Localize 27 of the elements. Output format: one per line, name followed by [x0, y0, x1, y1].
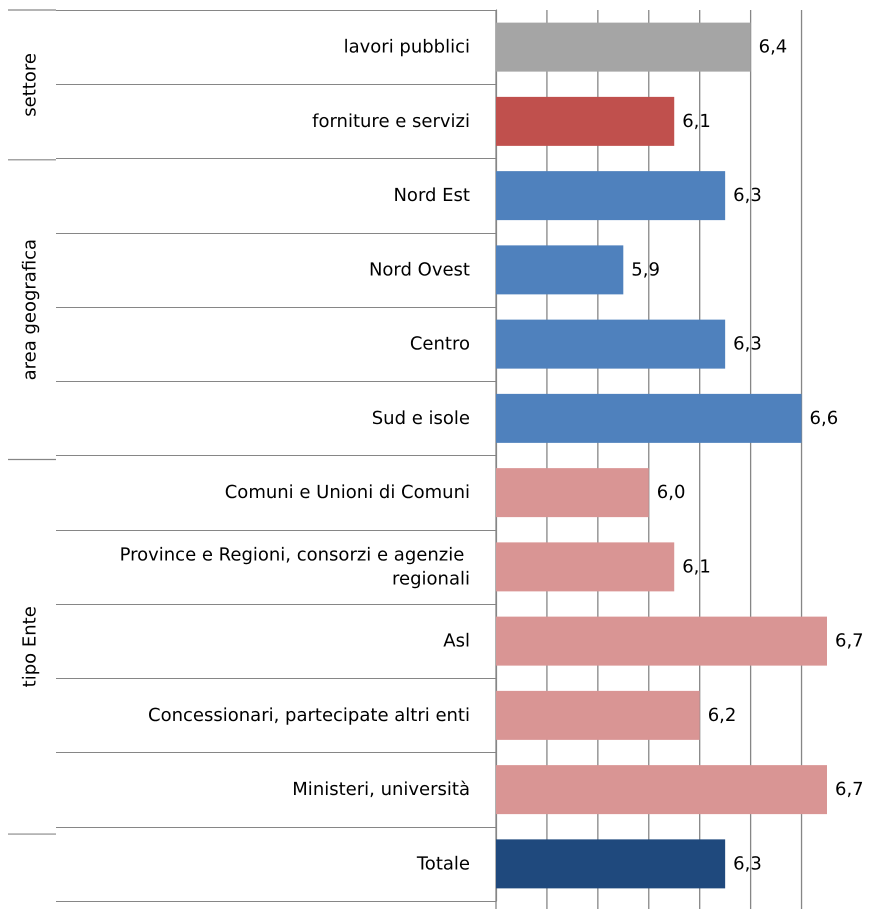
- data-label: 5,9: [631, 259, 660, 280]
- y-tick-label: Centro: [410, 334, 470, 355]
- y-tick-label: Ministeri, università: [292, 779, 470, 800]
- y-tick-label: lavori pubblici: [344, 36, 470, 58]
- data-label: 6,7: [835, 779, 864, 800]
- data-label: 6,7: [835, 630, 864, 652]
- data-label: 6,1: [682, 110, 711, 132]
- y-tick-label: Asl: [443, 630, 470, 652]
- data-label: 6,3: [733, 853, 762, 874]
- y-tick-label: Concessionari, partecipate altri enti: [148, 704, 470, 726]
- text: tipo Ente: [20, 606, 40, 688]
- y-tick-label: forniture e servizi: [312, 110, 470, 132]
- data-label: 6,4: [758, 36, 788, 58]
- data-label: 6,0: [656, 482, 686, 504]
- y-tick-label: Nord Ovest: [368, 259, 470, 280]
- y-tick-label: Nord Est: [393, 185, 470, 206]
- y-tick-label: Province e Regioni, consorzi e agenzie regionali: [120, 544, 470, 590]
- data-label: 6,3: [733, 185, 762, 206]
- data-label: 6,6: [810, 408, 838, 429]
- text: settore: [20, 53, 40, 117]
- y-tick-label: Comuni e Unioni di Comuni: [224, 482, 470, 504]
- data-label: 6,3: [733, 334, 762, 355]
- y-tick-label: Totale: [416, 853, 470, 874]
- data-label: 6,1: [682, 556, 711, 578]
- y-tick-label: Sud e isole: [372, 408, 470, 429]
- data-label: 6,2: [708, 704, 736, 726]
- text: area geografica: [20, 238, 40, 380]
